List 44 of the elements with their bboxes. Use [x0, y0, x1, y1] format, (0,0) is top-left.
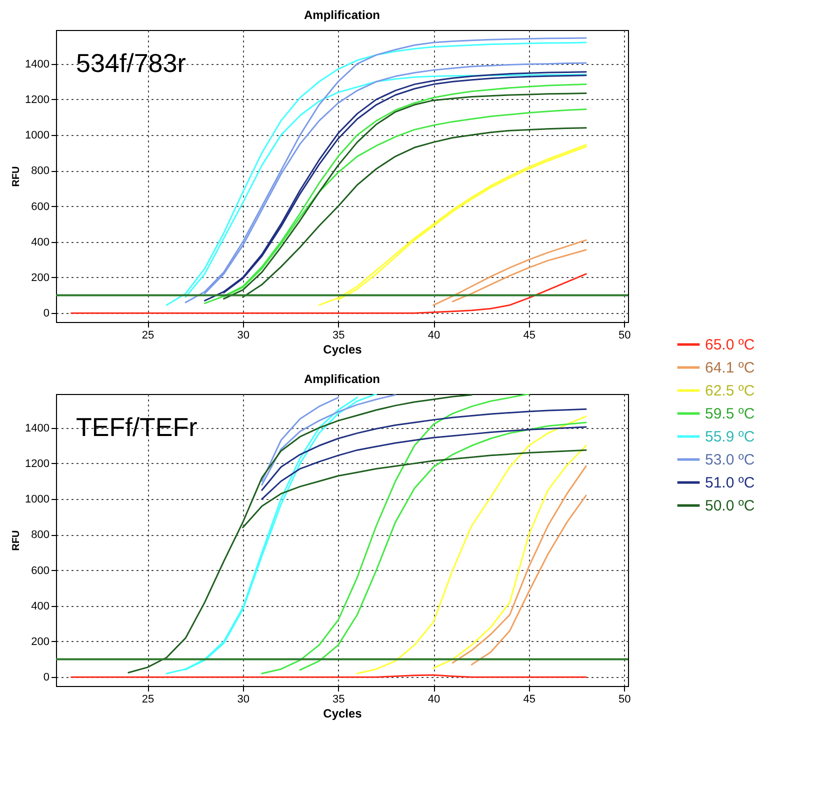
x-tick-label: 45 — [523, 694, 536, 706]
legend-label: 59.5 ºC — [705, 406, 755, 422]
chart-title: Amplification — [304, 8, 380, 22]
x-tick-label: 40 — [428, 694, 440, 706]
x-axis-title: Cycles — [323, 706, 362, 720]
x-tick-label: 40 — [428, 330, 440, 342]
legend-label: 65.0 ºC — [705, 336, 755, 354]
y-tick-label: 600 — [31, 200, 50, 213]
x-axis-title: Cycles — [323, 342, 362, 356]
y-tick-label: 800 — [31, 529, 50, 542]
legend-label: 53.0 ºC — [705, 452, 755, 468]
x-tick-label: 50 — [618, 694, 631, 706]
x-tick-label: 25 — [142, 330, 154, 342]
annotation: TEFf/TEFr — [76, 412, 198, 442]
legend-label: 64.1 ºC — [705, 360, 755, 376]
y-tick-label: 1000 — [25, 130, 50, 142]
y-tick-label: 0 — [43, 672, 50, 684]
x-tick-label: 30 — [237, 330, 250, 342]
y-axis-title: RFU — [11, 166, 22, 187]
y-tick-label: 200 — [31, 272, 50, 284]
y-tick-label: 0 — [43, 308, 50, 320]
y-tick-label: 400 — [31, 236, 50, 248]
y-tick-label: 1400 — [25, 422, 50, 434]
y-tick-label: 1000 — [25, 494, 50, 506]
legend-label: 55.9 ºC — [705, 428, 755, 446]
y-tick-label: 800 — [31, 165, 50, 178]
y-tick-label: 1200 — [25, 458, 50, 470]
x-tick-label: 45 — [523, 330, 536, 342]
x-tick-label: 25 — [142, 694, 154, 706]
y-tick-label: 200 — [31, 636, 50, 648]
x-tick-label: 50 — [618, 330, 631, 342]
chart-title: Amplification — [304, 372, 380, 386]
legend-label: 50.0 ºC — [705, 498, 755, 514]
y-tick-label: 600 — [31, 564, 50, 577]
legend-label: 62.5 ºC — [705, 382, 755, 400]
annotation: 534f/783r — [76, 48, 186, 78]
x-tick-label: 35 — [332, 330, 345, 342]
y-tick-label: 400 — [31, 600, 50, 612]
y-tick-label: 1400 — [25, 58, 50, 70]
x-tick-label: 30 — [237, 694, 250, 706]
y-axis-title: RFU — [11, 530, 22, 551]
x-tick-label: 35 — [332, 694, 345, 706]
legend-label: 51.0 ºC — [705, 474, 755, 492]
y-tick-label: 1200 — [25, 94, 50, 106]
